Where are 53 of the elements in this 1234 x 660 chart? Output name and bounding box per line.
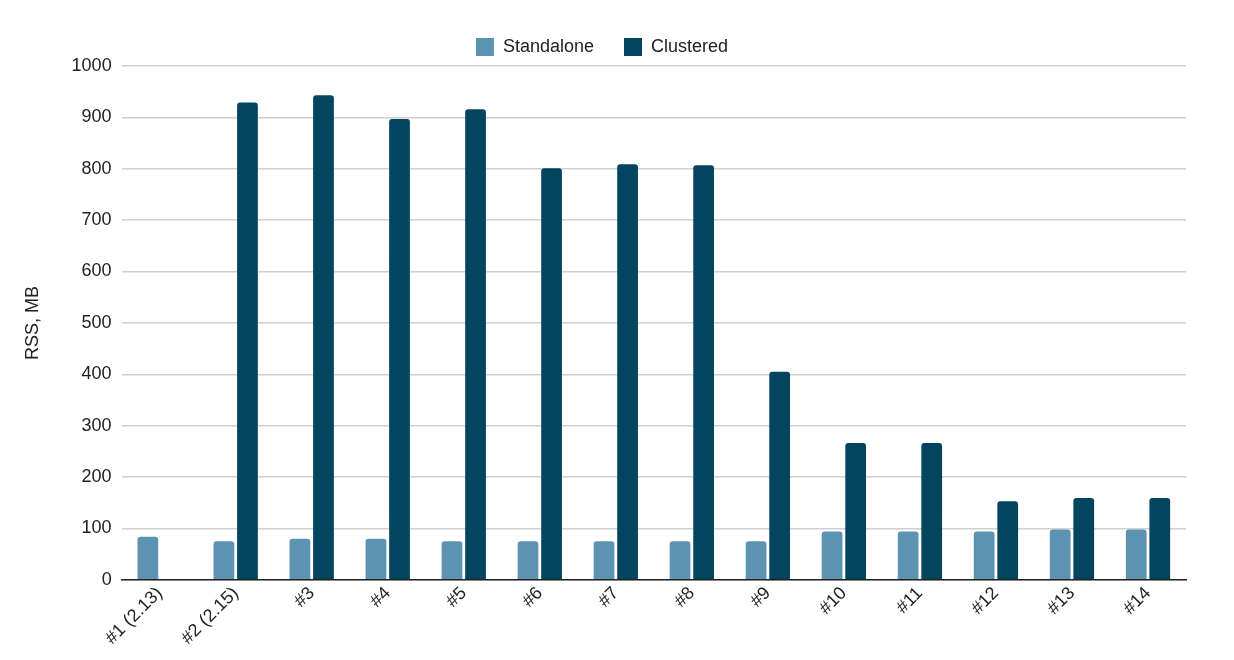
legend-label: Standalone (502, 35, 595, 56)
bar (997, 501, 1019, 580)
bar (1073, 498, 1095, 580)
y-tick-label: 0 (101, 568, 112, 589)
x-tick-label: #9 (745, 582, 775, 611)
bar (389, 118, 410, 580)
bar (1125, 529, 1147, 580)
bar (441, 541, 463, 580)
bar (769, 371, 791, 580)
x-tick-label: #4 (365, 582, 395, 611)
x-tick-label: #14 (1118, 582, 1155, 619)
bar (897, 531, 919, 580)
bar (669, 541, 691, 580)
x-tick-label: #3 (289, 582, 319, 611)
bar (617, 164, 638, 580)
bar (213, 541, 235, 580)
bar (845, 443, 867, 580)
bar (821, 531, 843, 580)
x-tick-label: #7 (593, 582, 623, 611)
bar (289, 538, 311, 580)
bar (693, 165, 714, 580)
y-tick-label: 100 (81, 517, 112, 538)
y-tick-label: 500 (81, 311, 112, 332)
x-tick-label: #6 (517, 582, 547, 611)
x-tick-label: #5 (441, 582, 471, 611)
y-tick-label: 600 (81, 260, 112, 281)
bar (237, 102, 258, 580)
legend-label: Clustered (651, 35, 729, 56)
y-tick-label: 200 (81, 466, 112, 486)
x-tick-label: #12 (966, 582, 1003, 619)
bar (593, 541, 615, 580)
y-tick-label: 900 (81, 106, 112, 127)
y-tick-label: 700 (81, 209, 112, 230)
y-tick-label: 800 (81, 157, 112, 178)
y-axis-title: RSS, MB (21, 285, 42, 360)
y-tick-label: 300 (81, 414, 112, 435)
bar (137, 536, 159, 580)
y-tick-label: 1000 (71, 54, 112, 75)
bar (465, 109, 486, 580)
bar (973, 531, 995, 580)
x-tick-label: #10 (814, 582, 851, 619)
bar (313, 95, 334, 580)
bar (517, 541, 539, 580)
bar (745, 541, 767, 580)
bar (365, 538, 387, 580)
x-tick-label: #11 (891, 582, 927, 618)
bar (1049, 529, 1071, 580)
x-tick-label: #8 (669, 582, 699, 611)
bar (921, 443, 943, 580)
y-tick-label: 400 (81, 363, 112, 384)
bar (1149, 498, 1171, 580)
bar (541, 168, 562, 580)
x-tick-label: #13 (1042, 582, 1079, 619)
